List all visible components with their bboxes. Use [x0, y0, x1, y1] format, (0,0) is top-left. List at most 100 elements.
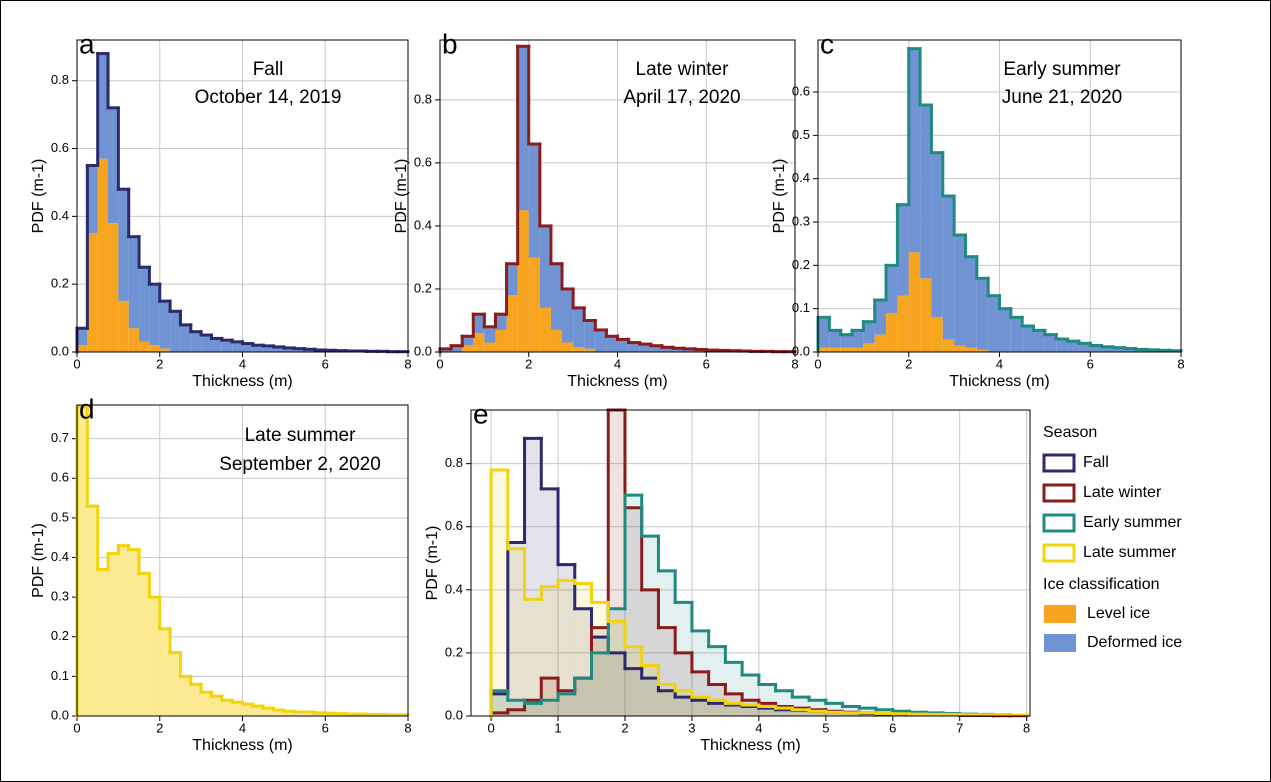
x-tick-label: 2 [905, 356, 912, 371]
legend-swatch [1042, 453, 1076, 473]
axes-frame [470, 409, 1031, 717]
histogram-fill [541, 488, 559, 716]
y-axis-label: PDF (m-1) [30, 159, 47, 234]
histogram-fill [591, 637, 609, 716]
histogram-fill [507, 548, 525, 716]
y-tick-label: 0.2 [792, 257, 810, 272]
x-axis-label: Thickness (m) [949, 373, 1049, 390]
histogram-fill [775, 708, 793, 716]
legend-swatch [1042, 513, 1076, 533]
legend-swatch [1044, 605, 1076, 623]
histogram-bar [495, 314, 507, 330]
y-axis-label: PDF (m-1) [30, 523, 47, 598]
histogram-bar [97, 158, 109, 352]
histogram-fill [624, 646, 642, 716]
y-tick-label: 0.0 [792, 343, 810, 358]
histogram-fill [591, 627, 609, 716]
histogram-bar [128, 236, 140, 329]
histogram-bar [118, 189, 129, 302]
histogram-bar [684, 348, 696, 352]
histogram-bar [1124, 348, 1136, 352]
histogram-fill [591, 602, 609, 716]
histogram-bar [988, 295, 1000, 352]
histogram-fill [691, 671, 709, 716]
histogram-bar [965, 256, 977, 348]
y-tick-label: 0.0 [51, 343, 69, 358]
histogram-bar [562, 288, 574, 343]
histogram-bar [550, 263, 563, 330]
legend-swatch [1042, 483, 1076, 503]
histogram-fill [491, 469, 508, 716]
y-tick-label: 0.3 [792, 213, 810, 228]
histogram-bar [942, 196, 955, 339]
y-tick-label: 0.6 [792, 83, 810, 98]
x-tick-label: 8 [404, 356, 411, 371]
histogram-bar [108, 223, 119, 352]
y-tick-label: 0.4 [51, 549, 69, 564]
histogram-fill [842, 712, 860, 716]
histogram-fill [524, 599, 542, 716]
y-tick-label: 0.7 [51, 430, 69, 445]
histogram-bar [97, 569, 109, 716]
x-tick-label: 5 [822, 720, 829, 735]
histogram-fill [675, 697, 692, 716]
x-axis-label: Thickness (m) [192, 373, 292, 390]
histogram-fill [608, 652, 625, 716]
histogram-bar [159, 301, 171, 349]
panel-letter: d [79, 393, 95, 424]
y-tick-label: 0.2 [51, 276, 69, 291]
histogram-bar [211, 338, 222, 352]
y-tick-label: 0.0 [51, 707, 69, 722]
histogram-bar [650, 345, 662, 352]
histogram-fill [658, 570, 676, 716]
histogram-fill [675, 690, 692, 716]
x-tick-label: 6 [322, 720, 329, 735]
histogram-fill [775, 709, 793, 716]
x-tick-label: 4 [239, 356, 246, 371]
histogram-fill [742, 706, 759, 716]
histogram-bar [852, 347, 864, 352]
x-tick-label: 4 [239, 720, 246, 735]
histogram-bar [852, 330, 864, 348]
histogram-fill [725, 704, 743, 716]
histogram-bar [263, 708, 274, 716]
annotation-title: Fall [253, 59, 284, 80]
histogram-fill [742, 704, 759, 716]
histogram-bar [170, 652, 181, 716]
histogram-fill [558, 690, 575, 716]
histogram-bar [1078, 343, 1091, 352]
histogram-fill [541, 678, 559, 716]
histogram-bar [462, 345, 474, 352]
y-tick-label: 0.3 [51, 589, 69, 604]
histogram-bar [263, 345, 274, 352]
y-tick-label: 0.4 [414, 217, 432, 232]
histogram-bar [283, 711, 295, 716]
histogram-fill [574, 678, 592, 716]
histogram-fill [775, 706, 793, 716]
histogram-bar [484, 342, 496, 352]
axes-frame [76, 39, 409, 353]
x-tick-label: 4 [755, 720, 762, 735]
histogram-bar [672, 348, 685, 352]
histogram-fill [691, 700, 709, 716]
histogram-fill [825, 712, 843, 716]
histogram-fill [658, 684, 676, 716]
histogram-bar [840, 347, 853, 352]
histogram-fill [541, 586, 559, 716]
histogram-bar [294, 712, 305, 716]
histogram-fill [624, 668, 642, 716]
histogram-bar [242, 704, 253, 716]
histogram-fill [691, 630, 709, 716]
axes-frame [439, 39, 796, 353]
histogram-bar [97, 53, 109, 159]
histogram-bar [517, 210, 529, 352]
histogram-bar [863, 321, 875, 344]
histogram-bar [462, 336, 474, 346]
x-tick-label: 2 [525, 356, 532, 371]
histogram-fill [574, 678, 592, 716]
histogram-fill [491, 690, 508, 716]
histogram-bar [584, 320, 596, 349]
x-tick-label: 4 [996, 356, 1003, 371]
histogram-bar [920, 105, 932, 279]
